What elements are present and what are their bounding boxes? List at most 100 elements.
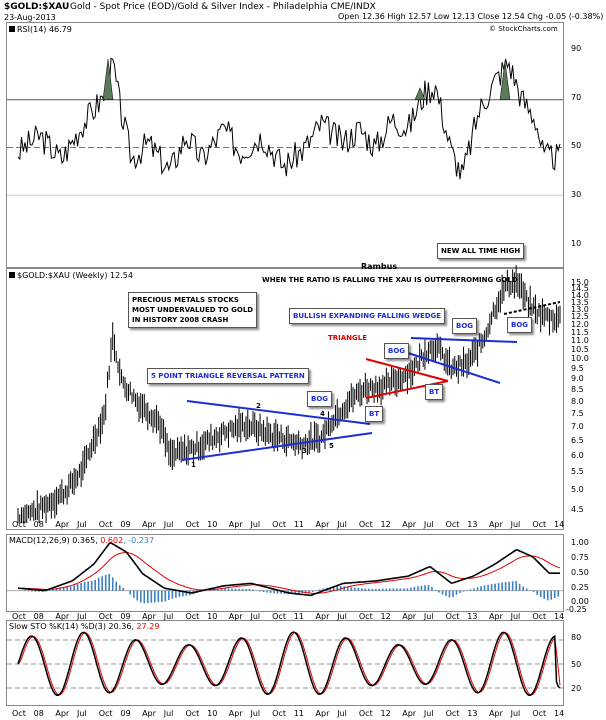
macd-histogram-bar xyxy=(280,590,282,594)
macd-histogram-bar xyxy=(168,590,170,600)
macd-histogram-bar xyxy=(336,586,339,591)
macd-histogram-bar xyxy=(413,586,416,591)
macd-histogram-bar xyxy=(231,588,233,591)
x-axis-tick: 09 xyxy=(120,709,131,718)
macd-histogram-bar xyxy=(80,582,82,591)
macd-histogram-bar xyxy=(318,589,321,591)
macd-histogram-bar xyxy=(410,587,412,591)
price-tick: 6.0 xyxy=(571,450,584,460)
macd-histogram-bar xyxy=(487,584,489,591)
macd-histogram-bar xyxy=(350,587,353,591)
macd-histogram-bar xyxy=(76,584,79,591)
bog-callout: BOG xyxy=(507,317,533,333)
wedge-callout: BULLISH EXPANDING FALLING WEDGE xyxy=(289,308,446,324)
sto-label: Slow STO %K(14) %D(3) 20.36, 27.29 xyxy=(9,622,160,631)
x-axis-tick: Apr xyxy=(402,520,417,529)
macd-histogram-bar xyxy=(438,590,440,593)
macd-histogram-bar xyxy=(227,588,230,591)
x-axis-tick: 13 xyxy=(467,520,478,529)
price-tick: 13.5 xyxy=(571,297,589,307)
x-axis-tick: Jul xyxy=(163,612,174,621)
x-axis-tick: Apr xyxy=(142,709,156,718)
point-label: 1 xyxy=(191,461,196,469)
macd-histogram-bar xyxy=(154,590,156,603)
chart-date: 23-Aug-2013 xyxy=(4,13,56,22)
macd-histogram-bar xyxy=(427,584,430,591)
macd-histogram-bar xyxy=(532,590,535,593)
x-axis-tick: 12 xyxy=(380,709,391,718)
macd-histogram-bar xyxy=(434,589,437,591)
macd-histogram-bar xyxy=(238,588,240,591)
macd-histogram-bar xyxy=(403,588,405,591)
macd-histogram-bar xyxy=(441,590,444,595)
x-axis-tick: Jul xyxy=(163,520,174,529)
macd-histogram-bar xyxy=(364,588,367,591)
macd-histogram-bar xyxy=(420,585,423,591)
x-axis-tick: Oct xyxy=(98,520,113,529)
bog-callout: BOG xyxy=(384,343,410,359)
macd-histogram-bar xyxy=(59,587,61,591)
macd-histogram-bar xyxy=(557,590,560,597)
x-axis-tick: Apr xyxy=(315,709,330,718)
x-axis-tick: Apr xyxy=(55,612,70,621)
x-axis-tick: 13 xyxy=(467,709,478,718)
macd-histogram-bar xyxy=(518,583,521,591)
price-tick: 15.0 xyxy=(571,278,589,287)
x-axis-tick: 09 xyxy=(120,612,131,621)
macd-histogram-bar xyxy=(508,581,510,591)
macd-histogram-bar xyxy=(539,590,542,598)
macd-histogram-bar xyxy=(455,590,458,595)
x-axis-tick: Apr xyxy=(55,709,70,718)
x-axis-tick: 10 xyxy=(207,520,218,529)
x-axis-tick: Jul xyxy=(250,520,261,529)
macd-tick: 0.75 xyxy=(571,553,589,562)
macd-line xyxy=(17,542,560,597)
macd-histogram-bar xyxy=(501,582,503,591)
x-axis-tick: Jul xyxy=(77,520,87,529)
macd-label: MACD(12,26,9) 0.365, 0.602, -0.237 xyxy=(9,536,155,545)
price-label: $GOLD:$XAU (Weekly) 12.54 xyxy=(9,271,133,280)
price-tick: 6.5 xyxy=(571,435,584,445)
macd-histogram-bar xyxy=(511,581,514,591)
x-axis-tick: Oct xyxy=(445,520,460,529)
x-axis-tick: Oct xyxy=(272,612,286,621)
rsi-tick: 90 xyxy=(571,44,582,53)
macd-signal-line xyxy=(18,552,561,594)
x-axis-tick: Oct xyxy=(532,520,547,529)
macd-histogram-bar xyxy=(73,585,75,591)
macd-histogram-bar xyxy=(241,588,244,591)
x-axis-tick: Jul xyxy=(250,709,261,718)
macd-histogram-bar xyxy=(294,590,296,594)
sto-tick: 50 xyxy=(571,660,582,669)
macd-histogram-bar xyxy=(164,590,167,602)
point-label: 4 xyxy=(320,410,325,418)
price-tick: 11.0 xyxy=(571,336,589,346)
macd-histogram-bar xyxy=(297,590,300,594)
x-axis-tick: Oct xyxy=(445,612,460,621)
macd-histogram-bar xyxy=(445,590,447,597)
price-tick: 8.5 xyxy=(571,385,584,395)
macd-histogram-bar xyxy=(550,590,553,600)
macd-histogram-bar xyxy=(118,585,121,591)
x-axis-tick: Oct xyxy=(532,709,547,718)
macd-histogram-bar xyxy=(406,588,409,591)
macd-histogram-bar xyxy=(55,588,58,591)
macd-histogram-bar xyxy=(417,586,419,591)
macd-histogram-bar xyxy=(122,587,125,591)
macd-histogram-bar xyxy=(69,586,72,591)
macd-histogram-bar xyxy=(322,588,325,591)
macd-histogram-bar xyxy=(494,583,496,591)
macd-histogram-bar xyxy=(311,590,314,592)
x-axis-tick: Apr xyxy=(488,520,503,529)
macd-histogram-bar xyxy=(266,590,268,593)
macd-histogram-bar xyxy=(101,576,103,591)
macd-histogram-bar xyxy=(448,590,451,598)
price-tick: 10.5 xyxy=(571,345,589,355)
macd-histogram-bar xyxy=(276,590,279,594)
macd-histogram-bar xyxy=(38,590,40,592)
chart-symbol: $GOLD:$XAU xyxy=(4,2,70,12)
macd-tick: 0.00 xyxy=(571,597,589,606)
rsi-overbought-fill xyxy=(414,87,426,100)
macd-histogram-bar xyxy=(182,590,184,597)
macd-histogram-bar xyxy=(245,588,247,591)
